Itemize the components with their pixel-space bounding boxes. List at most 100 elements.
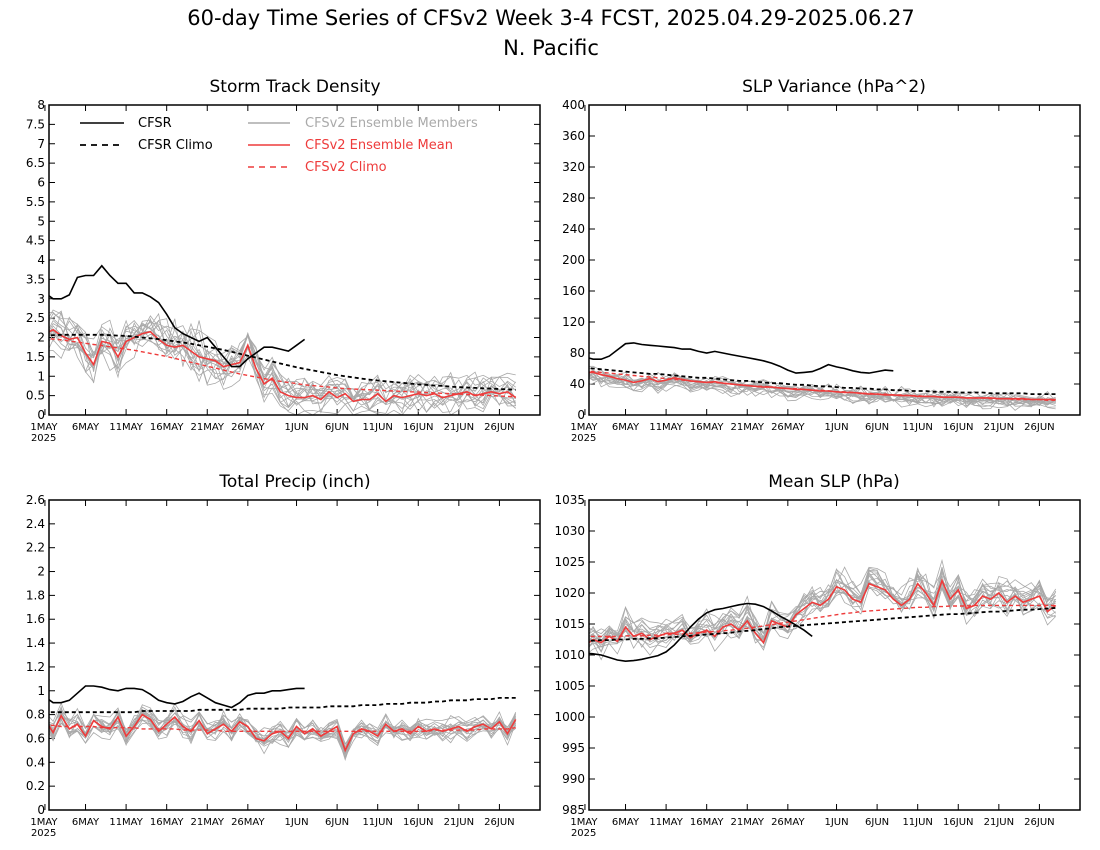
total-precip-panel: Total Precip (inch) 0 0.2 0.4 0.6 0.8 1 1.2 1.4…	[26, 472, 541, 839]
x-tick-label: 6MAY	[72, 817, 100, 828]
ensemble-mean-line	[49, 713, 517, 753]
x-year-label: 2025	[571, 433, 596, 444]
x-tick-label: 11MAY	[109, 817, 143, 828]
x-tick-label: 16JUN	[943, 422, 973, 433]
ensemble-member-line	[589, 568, 1056, 644]
x-tick-label: 1MAY	[570, 817, 598, 828]
cfsv2-climo-line	[589, 604, 1056, 638]
plot-frame	[48, 104, 541, 416]
y-tick-label: 120	[562, 315, 585, 329]
x-year-label: 2025	[31, 828, 56, 839]
x-tick-label: 1MAY	[30, 817, 58, 828]
plot-frame	[588, 104, 1081, 416]
ensemble-member-line	[49, 719, 517, 755]
x-tick-label: 11JUN	[902, 422, 932, 433]
ensemble-members	[589, 558, 1057, 661]
x-tick-label: 21JUN	[984, 422, 1014, 433]
x-tick-label: 21MAY	[190, 817, 224, 828]
y-tick-label: 0.2	[26, 779, 45, 793]
x-tick-label: 6JUN	[325, 422, 349, 433]
x-tick-label: 21JUN	[444, 422, 474, 433]
y-tick-label: 5.5	[26, 195, 45, 209]
legend-label-cfsr: CFSR	[138, 116, 172, 131]
x-tick-label: 16JUN	[943, 817, 973, 828]
ensemble-member-line	[49, 320, 516, 411]
x-year-label: 2025	[571, 828, 596, 839]
x-tick-label: 26JUN	[1024, 817, 1054, 828]
ensemble-members	[589, 365, 1057, 411]
y-tick-label: 1035	[554, 493, 585, 507]
ensemble-member-line	[49, 309, 517, 402]
x-tick-label: 26MAY	[231, 817, 265, 828]
y-tick-label: 0.4	[26, 755, 45, 769]
y-tick-label: 4.5	[26, 234, 45, 248]
y-tick-label: 0.5	[26, 389, 45, 403]
legend-label-ens-mean: CFSv2 Ensemble Mean	[305, 138, 453, 153]
x-tick-label: 6MAY	[612, 422, 640, 433]
y-tick-label: 1.2	[26, 660, 45, 674]
panel-title: Total Precip (inch)	[218, 472, 370, 492]
y-tick-label: 3	[37, 292, 45, 306]
x-tick-label: 11MAY	[649, 817, 683, 828]
x-tick-label: 16JUN	[403, 817, 433, 828]
ensemble-mean-line	[589, 371, 1056, 401]
x-tick-label: 26MAY	[771, 817, 805, 828]
x-tick-label: 26MAY	[231, 422, 265, 433]
y-tick-label: 320	[562, 160, 585, 174]
cfsr-line	[589, 342, 894, 374]
ensemble-member-line	[49, 328, 517, 413]
x-tick-label: 26MAY	[771, 422, 805, 433]
y-tick-label: 200	[562, 253, 585, 267]
ensemble-member-line	[589, 568, 1056, 636]
x-year-label: 2025	[31, 433, 56, 444]
x-tick-label: 21MAY	[730, 817, 764, 828]
x-tick-label: 16MAY	[150, 817, 184, 828]
storm-track-density-panel: Storm Track Density 0 0.5 1 1.5 2 2.5 3 3.5 4 4.5…	[26, 77, 541, 444]
x-tick-label: 21MAY	[190, 422, 224, 433]
y-tick-label: 0	[37, 803, 45, 817]
ensemble-member-line	[589, 374, 1056, 408]
x-tick-label: 26JUN	[484, 422, 514, 433]
panel-title: SLP Variance (hPa^2)	[742, 77, 926, 97]
y-tick-label: 1025	[554, 555, 585, 569]
y-tick-label: 1.4	[26, 636, 45, 650]
ensemble-member-line	[589, 581, 1056, 655]
cfsr-climo-line	[589, 607, 1056, 642]
cfsv2-climo-line	[49, 337, 516, 398]
y-tick-label: 2	[37, 331, 45, 345]
y-tick-label: 6.5	[26, 156, 45, 170]
y-tick-label: 280	[562, 191, 585, 205]
x-tick-label: 16JUN	[403, 422, 433, 433]
ensemble-members	[49, 309, 517, 415]
ensemble-member-line	[49, 705, 517, 754]
y-tick-label: 2.5	[26, 311, 45, 325]
x-tick-label: 1MAY	[570, 422, 598, 433]
ensemble-member-line	[589, 377, 1056, 408]
x-tick-label: 21JUN	[984, 817, 1014, 828]
figure-title-line2: N. Pacific	[503, 36, 599, 60]
plot-frame	[48, 499, 541, 811]
series-lines	[49, 685, 517, 753]
cfsr-line	[49, 685, 305, 709]
legend: CFSR CFSR Climo CFSv2 Ensemble Members C…	[80, 116, 478, 175]
panel-title: Mean SLP (hPa)	[768, 472, 900, 492]
y-tick-label: 1.6	[26, 612, 45, 626]
ensemble-member-line	[589, 566, 1057, 641]
y-tick-label: 8	[37, 98, 45, 112]
y-tick-label: 2.6	[26, 493, 45, 507]
x-tick-label: 6JUN	[865, 422, 889, 433]
y-tick-label: 40	[570, 377, 585, 391]
y-tick-label: 80	[570, 346, 585, 360]
y-tick-label: 1.8	[26, 588, 45, 602]
y-tick-label: 360	[562, 129, 585, 143]
x-tick-label: 6JUN	[325, 817, 349, 828]
y-tick-label: 3.5	[26, 272, 45, 286]
y-tick-label: 1015	[554, 617, 585, 631]
legend-label-cfsr-climo: CFSR Climo	[138, 138, 213, 153]
y-tick-label: 1030	[554, 524, 585, 538]
series-lines	[589, 342, 1056, 401]
ensemble-member-line	[49, 714, 517, 755]
x-tick-label: 6MAY	[72, 422, 100, 433]
y-tick-label: 2.2	[26, 541, 45, 555]
